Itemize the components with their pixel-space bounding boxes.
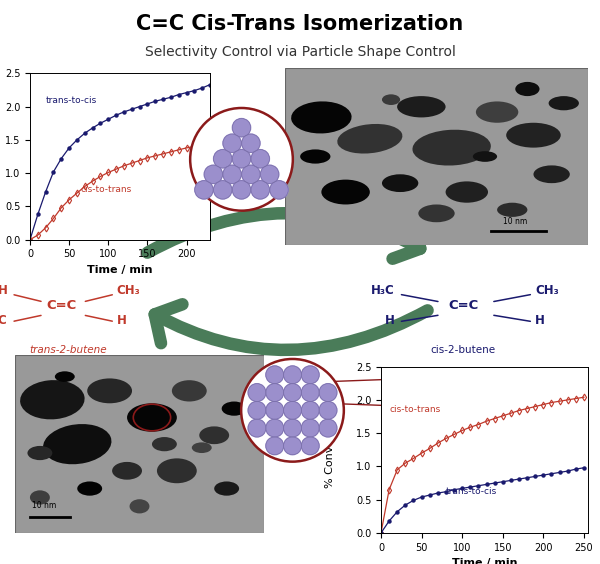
Text: Selectivity Control via Particle Shape Control: Selectivity Control via Particle Shape C… [145,45,455,59]
Ellipse shape [55,371,75,382]
Text: H: H [385,314,395,327]
Text: H₃C: H₃C [371,284,395,297]
Ellipse shape [152,437,177,451]
Circle shape [301,402,319,419]
Ellipse shape [43,424,112,464]
Ellipse shape [446,182,488,202]
Ellipse shape [221,402,247,416]
Text: 10 nm: 10 nm [32,501,56,510]
Circle shape [242,134,260,152]
Circle shape [284,402,301,419]
Circle shape [232,149,251,168]
Ellipse shape [87,378,132,403]
Ellipse shape [397,96,446,117]
Ellipse shape [497,202,527,217]
Ellipse shape [382,174,418,192]
Circle shape [248,419,266,437]
Circle shape [248,402,266,419]
Text: CH₃: CH₃ [116,284,140,297]
Text: trans-to-cis: trans-to-cis [446,487,497,496]
Circle shape [284,366,301,384]
Ellipse shape [476,102,518,123]
Ellipse shape [418,205,455,222]
Circle shape [204,165,223,183]
Circle shape [301,419,319,437]
Circle shape [266,402,284,419]
Circle shape [251,149,269,168]
Circle shape [266,384,284,402]
Circle shape [319,419,337,437]
FancyBboxPatch shape [285,68,588,245]
Circle shape [284,437,301,455]
Circle shape [232,180,251,199]
Ellipse shape [214,482,239,496]
Circle shape [284,419,301,437]
Text: cis-to-trans: cis-to-trans [389,405,440,414]
Ellipse shape [241,359,344,462]
Text: trans-to-cis: trans-to-cis [46,96,97,105]
Text: 10 nm: 10 nm [503,217,527,226]
Ellipse shape [190,108,293,211]
Ellipse shape [199,426,229,444]
Ellipse shape [382,94,400,105]
Text: H: H [535,314,545,327]
Ellipse shape [291,102,352,134]
Y-axis label: % Conversion: % Conversion [325,412,335,488]
Circle shape [214,180,232,199]
Ellipse shape [172,380,207,402]
Ellipse shape [515,82,539,96]
Circle shape [270,180,288,199]
Circle shape [260,165,279,183]
X-axis label: Time / min: Time / min [87,265,153,275]
Circle shape [301,437,319,455]
Ellipse shape [112,462,142,479]
Text: CH₃: CH₃ [535,284,559,297]
Text: trans-2-butene: trans-2-butene [29,345,107,355]
FancyArrowPatch shape [155,304,428,350]
Ellipse shape [20,380,85,420]
Text: C=C Cis-Trans Isomerization: C=C Cis-Trans Isomerization [136,14,464,34]
Ellipse shape [506,123,561,148]
Circle shape [232,118,251,137]
Circle shape [223,134,241,152]
Circle shape [195,180,213,199]
Ellipse shape [412,130,491,166]
Ellipse shape [28,446,52,460]
Circle shape [319,384,337,402]
X-axis label: Time / min: Time / min [452,558,517,564]
Text: C=C: C=C [46,299,77,312]
Ellipse shape [300,149,331,164]
Circle shape [266,437,284,455]
Ellipse shape [337,124,403,153]
Ellipse shape [192,442,212,453]
Circle shape [266,419,284,437]
Ellipse shape [127,403,177,431]
Circle shape [214,149,232,168]
Circle shape [266,366,284,384]
Ellipse shape [77,482,102,496]
Ellipse shape [130,499,149,513]
Circle shape [251,180,269,199]
FancyArrowPatch shape [148,213,420,259]
Ellipse shape [322,179,370,205]
Circle shape [223,165,241,183]
Text: H: H [116,314,127,327]
FancyBboxPatch shape [15,355,264,533]
Text: cis-to-trans: cis-to-trans [81,185,132,194]
Ellipse shape [533,165,570,183]
Ellipse shape [473,151,497,162]
Circle shape [319,402,337,419]
Text: H: H [0,284,8,297]
Circle shape [301,384,319,402]
Ellipse shape [548,96,579,111]
Circle shape [301,366,319,384]
Text: H₃C: H₃C [0,314,8,327]
Text: cis-2-butene: cis-2-butene [430,345,496,355]
Circle shape [248,384,266,402]
Circle shape [242,165,260,183]
Ellipse shape [30,490,50,505]
Text: C=C: C=C [449,299,479,312]
Ellipse shape [157,459,197,483]
Circle shape [284,384,301,402]
